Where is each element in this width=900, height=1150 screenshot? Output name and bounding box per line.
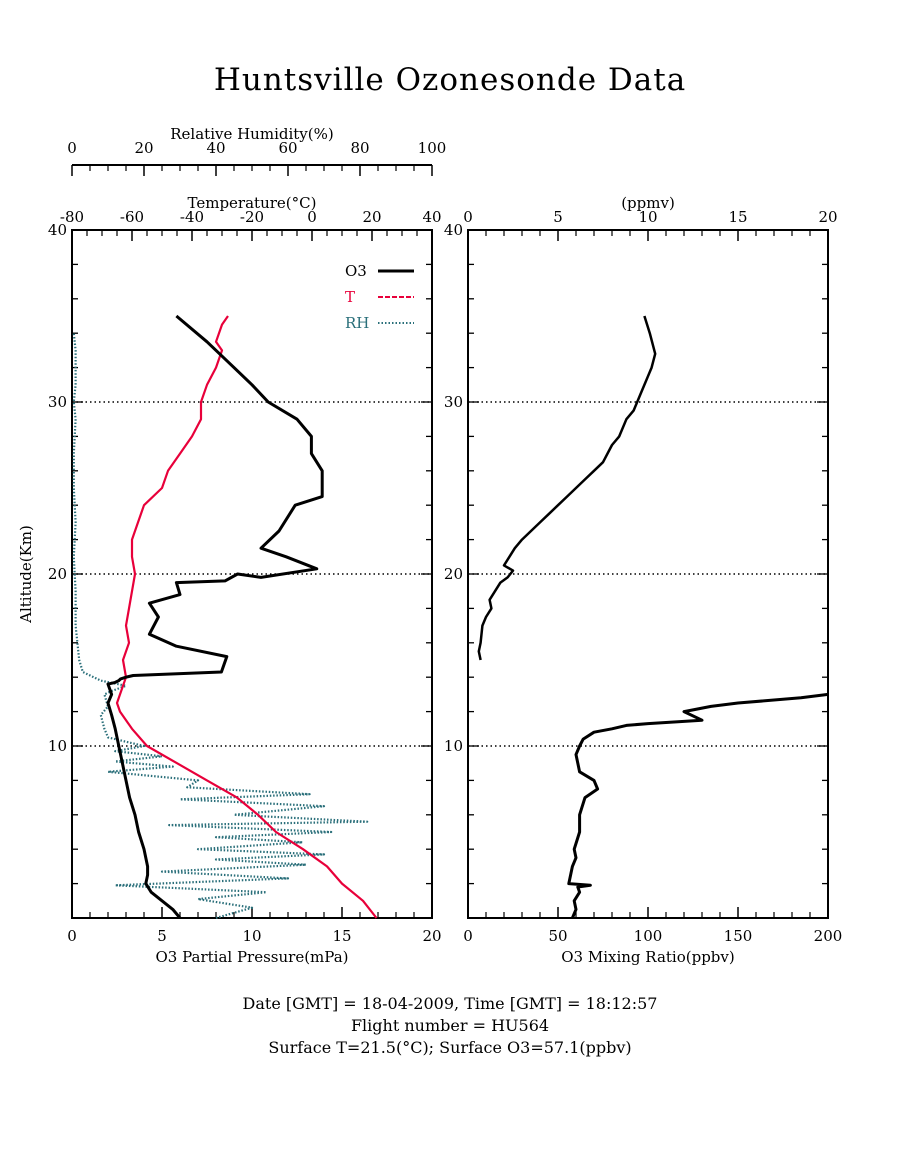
- o3-pressure-axis-tick-label: 10: [242, 927, 261, 945]
- temperature-axis-tick-label: -60: [120, 208, 144, 226]
- temperature-axis-tick-label: -40: [180, 208, 204, 226]
- altitude-tick-label: 10: [48, 737, 67, 755]
- temperature-series-line: [115, 315, 378, 919]
- ppmv-axis-tick-label: 5: [553, 208, 563, 226]
- altitude-tick-label: 30: [444, 393, 463, 411]
- mixing-ratio-axis-label: O3 Mixing Ratio(ppbv): [561, 948, 734, 966]
- altitude-tick-label: 20: [48, 565, 67, 583]
- rh-axis-tick-label: 0: [67, 139, 77, 157]
- o3-pressure-axis-tick-label: 15: [332, 927, 351, 945]
- tick-marks: [71, 165, 829, 919]
- chart-title: Huntsville Ozonesonde Data: [213, 62, 687, 98]
- o3-pressure-axis-tick-label: 5: [157, 927, 167, 945]
- ppmv-axis-tick-label: 0: [463, 208, 473, 226]
- rh-axis-tick-label: 60: [278, 139, 297, 157]
- flight-info: Date [GMT] = 18-04-2009, Time [GMT] = 18…: [0, 993, 900, 1059]
- mixing-ratio-axis-tick-label: 50: [548, 927, 567, 945]
- mixing-ratio-axis-tick-label: 150: [724, 927, 753, 945]
- legend-label-t: T: [345, 288, 355, 306]
- temperature-axis-tick-label: -80: [60, 208, 84, 226]
- o3-mixing-ratio-line-lower: [567, 692, 829, 919]
- ppmv-axis-label: (ppmv): [621, 194, 675, 212]
- mixing-ratio-axis-tick-label: 200: [814, 927, 843, 945]
- ppmv-axis-tick-label: 10: [638, 208, 657, 226]
- o3-pressure-axis-tick-label: 0: [67, 927, 77, 945]
- temperature-axis-tick-label: 20: [362, 208, 381, 226]
- flight-number: Flight number = HU564: [350, 1016, 550, 1035]
- ppmv-axis-tick-label: 15: [728, 208, 747, 226]
- altitude-axis-label: Altitude(Km): [17, 525, 35, 624]
- rh-axis-tick-label: 100: [418, 139, 447, 157]
- mixing-ratio-axis-tick-label: 0: [463, 927, 473, 945]
- legend-label-rh: RH: [345, 314, 369, 332]
- altitude-tick-label: 40: [48, 221, 67, 239]
- flight-date-time: Date [GMT] = 18-04-2009, Time [GMT] = 18…: [242, 994, 658, 1013]
- ppmv-axis-tick-label: 20: [818, 208, 837, 226]
- legend: O3 T RH: [345, 262, 414, 332]
- rh-axis-tick-label: 40: [206, 139, 225, 157]
- altitude-tick-label: 30: [48, 393, 67, 411]
- grid-lines: [72, 401, 828, 747]
- altitude-tick-label: 10: [444, 737, 463, 755]
- mixing-ratio-axis-tick-label: 100: [634, 927, 663, 945]
- rh-series-line: [72, 333, 369, 920]
- temperature-axis-tick-label: 40: [422, 208, 441, 226]
- temperature-axis-tick-label: 0: [307, 208, 317, 226]
- o3-mixing-ratio-line-upper: [477, 315, 657, 661]
- altitude-tick-label: 20: [444, 565, 463, 583]
- o3-pressure-axis-label: O3 Partial Pressure(mPa): [155, 948, 348, 966]
- rh-axis-tick-label: 80: [350, 139, 369, 157]
- rh-axis-tick-label: 20: [134, 139, 153, 157]
- series-layer: [72, 314, 829, 920]
- rh-axis-label: Relative Humidity(%): [170, 125, 333, 143]
- legend-label-o3: O3: [345, 262, 367, 280]
- temperature-axis-label: Temperature(°C): [188, 194, 317, 212]
- temperature-axis-tick-label: -20: [240, 208, 264, 226]
- o3-pressure-series-line: [106, 314, 324, 919]
- altitude-tick-label: 40: [444, 221, 463, 239]
- surface-values: Surface T=21.5(°C); Surface O3=57.1(ppbv…: [268, 1038, 632, 1057]
- o3-pressure-axis-tick-label: 20: [422, 927, 441, 945]
